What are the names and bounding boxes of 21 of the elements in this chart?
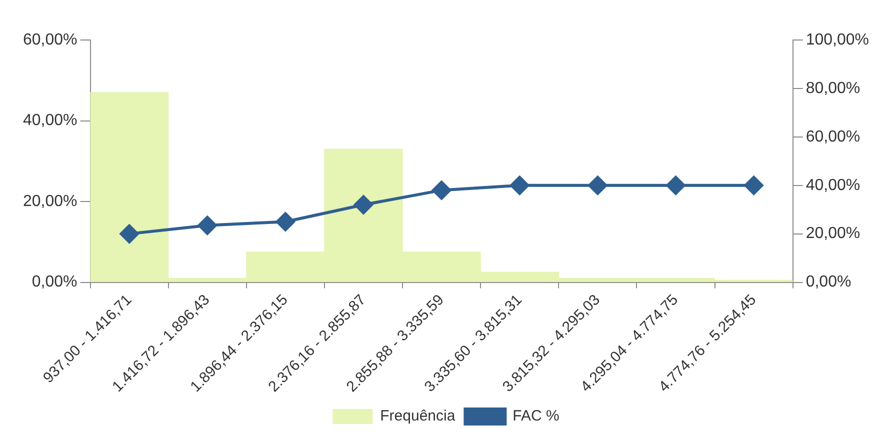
point [120, 224, 139, 244]
y2-tick-label: 60,00% [806, 128, 860, 146]
y2-tick-label: 40,00% [806, 176, 860, 194]
y-tick-label: 60,00% [23, 31, 78, 48]
point [354, 195, 373, 214]
y-tick-label: 0,00% [32, 274, 78, 291]
point [276, 212, 295, 232]
legend-label: Frequência [380, 408, 456, 425]
y2-tick-label: 20,00% [806, 225, 860, 242]
y-tick-label: 40,00% [23, 112, 78, 130]
point [588, 176, 608, 195]
point [432, 180, 452, 200]
legend-label: FAC % [512, 408, 560, 425]
y2-tick-label: 0,00% [806, 274, 852, 291]
point [744, 176, 764, 195]
y-tick-label: 20,00% [23, 192, 78, 210]
point [510, 176, 530, 195]
y2-tick-label: 100,00% [806, 31, 870, 48]
point [198, 216, 217, 235]
y2-tick-label: 80,00% [806, 80, 860, 97]
point [666, 176, 686, 195]
